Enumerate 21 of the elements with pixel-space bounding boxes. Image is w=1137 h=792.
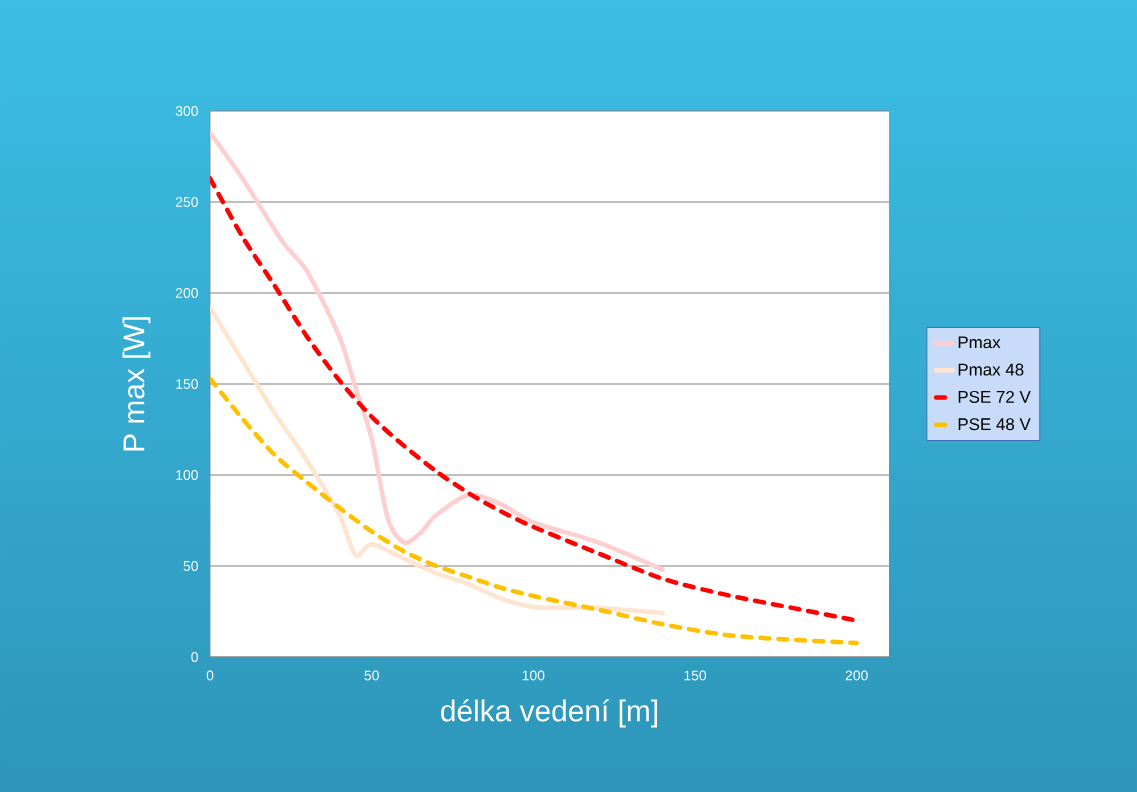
- y-tick-label: 100: [176, 470, 198, 480]
- y-tick-label: 150: [176, 379, 198, 389]
- x-tick-label: 0: [206, 670, 214, 681]
- legend-label: PSE 48 V: [958, 418, 1031, 431]
- x-tick-label: 50: [364, 670, 379, 681]
- legend-label: PSE 72 V: [958, 390, 1031, 403]
- y-axis-title: P max [W]: [122, 317, 151, 451]
- y-tick-label: 0: [191, 652, 198, 662]
- y-tick-label: 200: [175, 288, 198, 298]
- x-tick-label: 100: [522, 670, 545, 681]
- x-axis-title: délka vedení [m]: [441, 699, 657, 728]
- line-series: [210, 305, 665, 616]
- line-series: [210, 376, 859, 646]
- line-series: [210, 130, 665, 572]
- x-tick-label: 150: [684, 670, 707, 681]
- y-tick-label: 50: [183, 561, 198, 571]
- y-tick-label: 300: [175, 106, 198, 116]
- legend-label: Pmax 48: [958, 363, 1024, 376]
- y-tick-label: 250: [175, 197, 198, 207]
- x-tick-label: 200: [845, 670, 868, 681]
- legend-label: Pmax: [958, 336, 1001, 349]
